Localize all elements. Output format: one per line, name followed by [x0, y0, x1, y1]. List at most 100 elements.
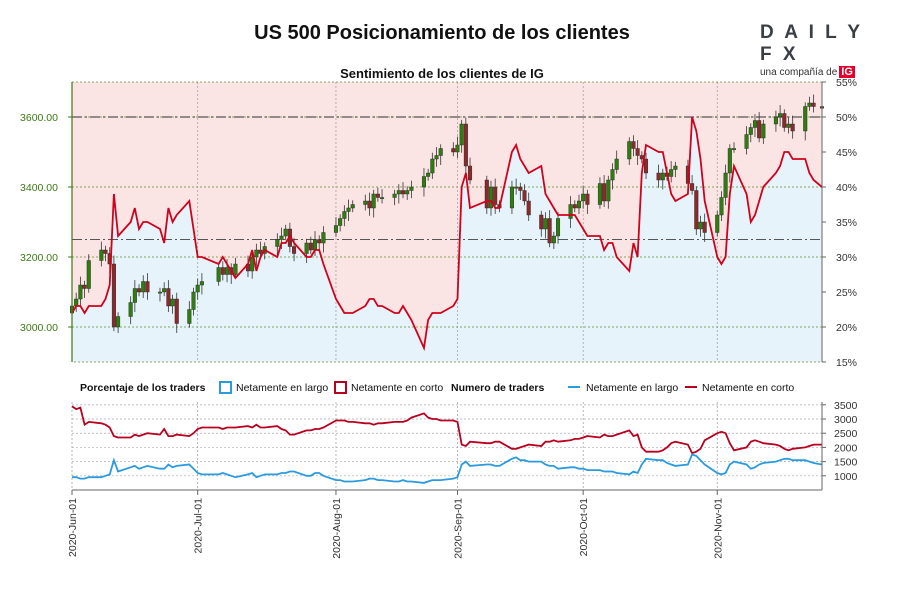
candle-body	[556, 218, 561, 237]
x-tick-label: 2020-Sep-01	[452, 498, 464, 559]
candle-body	[518, 186, 523, 191]
candle-body	[631, 141, 636, 149]
candle-body	[778, 113, 783, 118]
logo-tagline-text: una compañía de	[760, 67, 838, 78]
candle-body	[342, 211, 347, 219]
candle-body	[350, 204, 355, 209]
candle-body	[254, 249, 259, 258]
candle-body	[220, 267, 225, 275]
x-tick-label: 2020-Jul-01	[193, 498, 205, 554]
count-tick-label: 1500	[834, 457, 858, 469]
dailyfx-logo: D A I L Y F X una compañía de IG	[760, 22, 870, 78]
candle-body	[409, 186, 414, 191]
count-tick-label: 3500	[834, 400, 858, 412]
candle-body	[610, 169, 615, 181]
pct-tick-label: 55%	[836, 77, 857, 89]
candle-body	[128, 302, 133, 317]
count-tick-label: 3000	[834, 414, 858, 426]
candle-body	[509, 186, 514, 209]
candle-body	[279, 235, 284, 240]
candle-body	[669, 169, 674, 177]
candle-body	[313, 239, 318, 251]
candle-body	[463, 123, 468, 167]
candle-body	[225, 267, 230, 275]
candle-body	[74, 298, 79, 307]
candle-body	[723, 172, 728, 198]
price-tick-label: 3600.00	[20, 112, 58, 124]
count-tick-label: 1000	[834, 471, 858, 483]
candle-body	[522, 190, 527, 202]
candle-body	[614, 158, 619, 170]
candle-body	[333, 225, 338, 233]
candle-body	[405, 190, 410, 195]
candle-body	[216, 267, 221, 282]
candle-body	[484, 179, 489, 209]
logo-wordmark: D A I L Y F X	[760, 22, 863, 65]
legend-pct-short-swatch	[334, 381, 347, 394]
candle-body	[656, 172, 661, 181]
candle-body	[434, 155, 439, 160]
candle-body	[811, 102, 816, 107]
chart-title: US 500 Posicionamiento de los clientes	[254, 22, 630, 44]
candle-body	[392, 193, 397, 198]
candle-body	[635, 148, 640, 156]
candle-body	[547, 218, 552, 244]
candle-body	[606, 179, 611, 202]
candle-body	[380, 197, 385, 199]
price-tick-label: 3200.00	[20, 252, 58, 264]
candle-body	[78, 284, 83, 300]
candle-body	[807, 102, 812, 107]
candle-body	[690, 183, 695, 191]
candle-body	[732, 148, 737, 150]
candle-body	[752, 120, 757, 128]
candle-body	[581, 193, 586, 202]
candle-body	[421, 176, 426, 188]
legend-pct-long-label: Netamente en largo	[236, 382, 328, 394]
candle-body	[602, 183, 607, 202]
ig-brand-badge: IG	[839, 66, 855, 78]
candle-body	[773, 116, 778, 125]
candle-body	[283, 228, 288, 237]
candle-body	[111, 263, 116, 328]
candle-body	[438, 148, 443, 156]
candle-body	[363, 200, 368, 205]
candle-body	[116, 316, 121, 328]
candle-body	[82, 284, 87, 289]
candle-body	[597, 183, 602, 205]
candle-body	[761, 123, 766, 139]
candle-body	[786, 123, 791, 128]
candle-body	[103, 249, 108, 254]
candle-body	[459, 123, 464, 146]
candle-body	[199, 281, 204, 286]
legend-count-long-label: Netamente en largo	[586, 382, 678, 394]
candle-body	[191, 291, 196, 310]
candle-body	[782, 113, 787, 128]
candle-body	[644, 158, 649, 174]
candle-body	[576, 200, 581, 209]
net-short-count-line	[71, 405, 822, 455]
upper-chart-title: Sentimiento de los clientes de IG	[340, 66, 544, 81]
candle-body	[375, 193, 380, 198]
lower-panel: 3500 3000 2500 2000 1500 1000	[71, 400, 858, 491]
candle-body	[551, 235, 556, 244]
candle-body	[493, 186, 498, 205]
candle-body	[790, 123, 795, 132]
candle-body	[137, 288, 142, 293]
net-long-area	[72, 117, 822, 362]
candle-body	[157, 291, 162, 294]
candle-body	[719, 197, 724, 216]
pct-tick-label: 35%	[836, 217, 857, 229]
candle-body	[170, 298, 175, 307]
candle-body	[757, 120, 762, 139]
sentiment-line	[71, 116, 823, 352]
candle-body	[338, 218, 343, 226]
x-tick-label: 2020-Nov-01	[712, 498, 724, 559]
candle-body	[195, 284, 200, 293]
candle-body	[86, 260, 91, 289]
candle-body	[426, 172, 431, 177]
candle-body	[367, 200, 372, 209]
candle-body	[321, 232, 326, 244]
candle-body	[275, 239, 280, 247]
legend-pct-short-label: Netamente en corto	[351, 382, 443, 394]
pct-tick-label: 45%	[836, 147, 857, 159]
